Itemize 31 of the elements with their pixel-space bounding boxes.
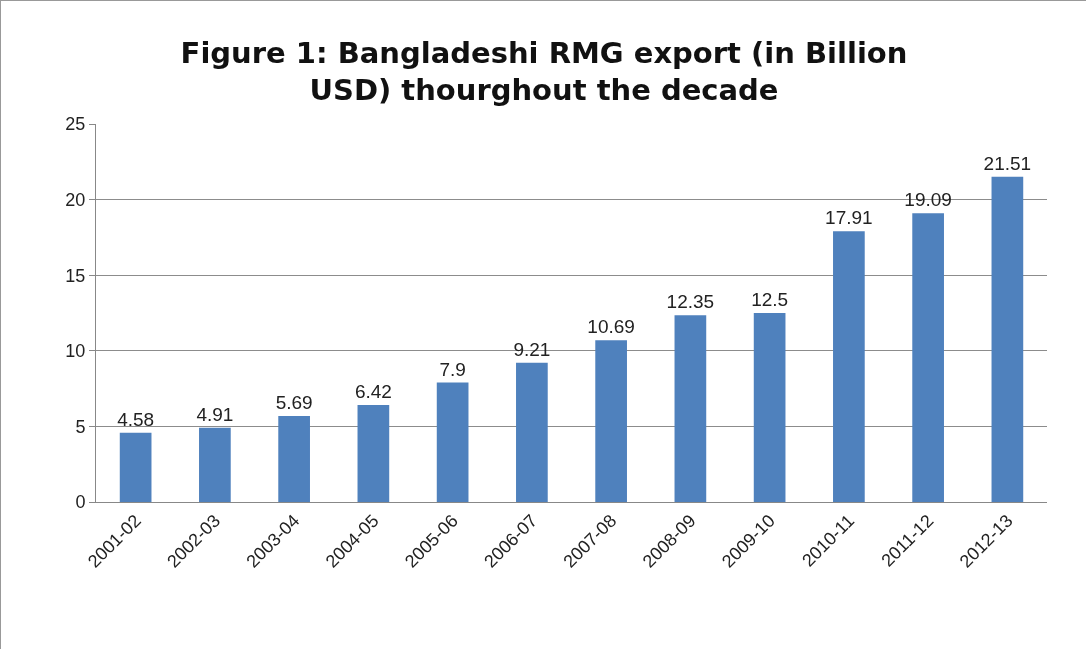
- bar: [119, 432, 152, 502]
- bar: [912, 213, 944, 502]
- y-tick-label: 0: [75, 492, 86, 513]
- chart-title: Figure 1: Bangladeshi RMG export (in Billion USD) thourghout the decade: [180, 35, 908, 108]
- data-label: 6.42: [354, 380, 392, 402]
- bar: [991, 176, 1024, 502]
- y-tick-label: 20: [65, 189, 86, 210]
- y-tick-label: 25: [65, 114, 86, 135]
- data-label: 4.58: [117, 408, 155, 430]
- y-tick-label: 10: [65, 341, 86, 362]
- bar: [199, 427, 231, 502]
- data-label: 19.09: [904, 189, 952, 211]
- data-label: 7.9: [439, 358, 466, 380]
- data-label: 17.91: [825, 207, 873, 229]
- data-label: 12.5: [751, 289, 789, 310]
- data-label: 10.69: [587, 316, 635, 338]
- bar: [436, 382, 469, 502]
- data-label: 9.21: [513, 338, 551, 360]
- y-tick-label: 5: [75, 416, 86, 437]
- bar: [595, 340, 627, 502]
- bar: [516, 362, 548, 502]
- data-label: 21.51: [983, 152, 1032, 174]
- bar: [278, 415, 310, 502]
- bar: [833, 231, 865, 502]
- data-label: 5.69: [275, 391, 313, 413]
- bar: [753, 313, 786, 502]
- y-tick-label: 15: [65, 265, 86, 286]
- bar: [357, 404, 390, 502]
- data-label: 12.35: [666, 291, 715, 313]
- data-label: 4.91: [196, 403, 234, 425]
- bar: [674, 315, 707, 502]
